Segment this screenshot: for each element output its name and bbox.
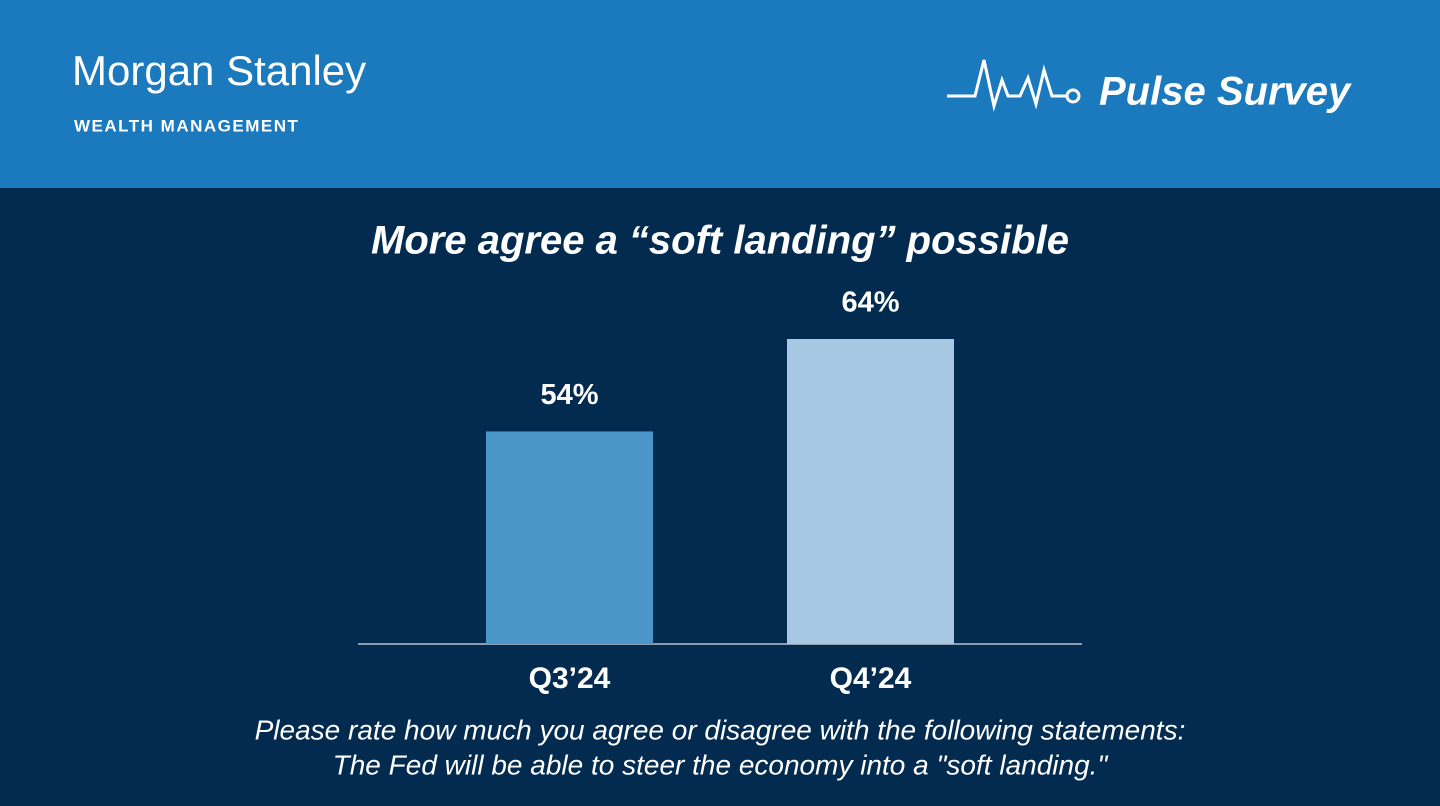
pulse-icon — [947, 59, 1066, 112]
footnote: The Fed will be able to steer the econom… — [333, 749, 1109, 780]
bar — [486, 431, 653, 644]
bar — [787, 339, 954, 644]
pulse-dot — [1065, 88, 1081, 104]
x-tick-label: Q3’24 — [529, 662, 611, 695]
division: WEALTH MANAGEMENT — [74, 116, 299, 135]
value-label: 64% — [841, 287, 899, 319]
brand: Morgan Stanley — [72, 47, 366, 94]
footnote: Please rate how much you agree or disagr… — [255, 714, 1186, 745]
x-tick-label: Q4’24 — [830, 662, 912, 695]
value-label: 54% — [540, 379, 598, 411]
body-band — [0, 188, 1440, 806]
chart-title: More agree a “soft landing” possible — [371, 219, 1069, 263]
product-name: Pulse Survey — [1099, 70, 1352, 114]
header-band — [0, 0, 1440, 188]
